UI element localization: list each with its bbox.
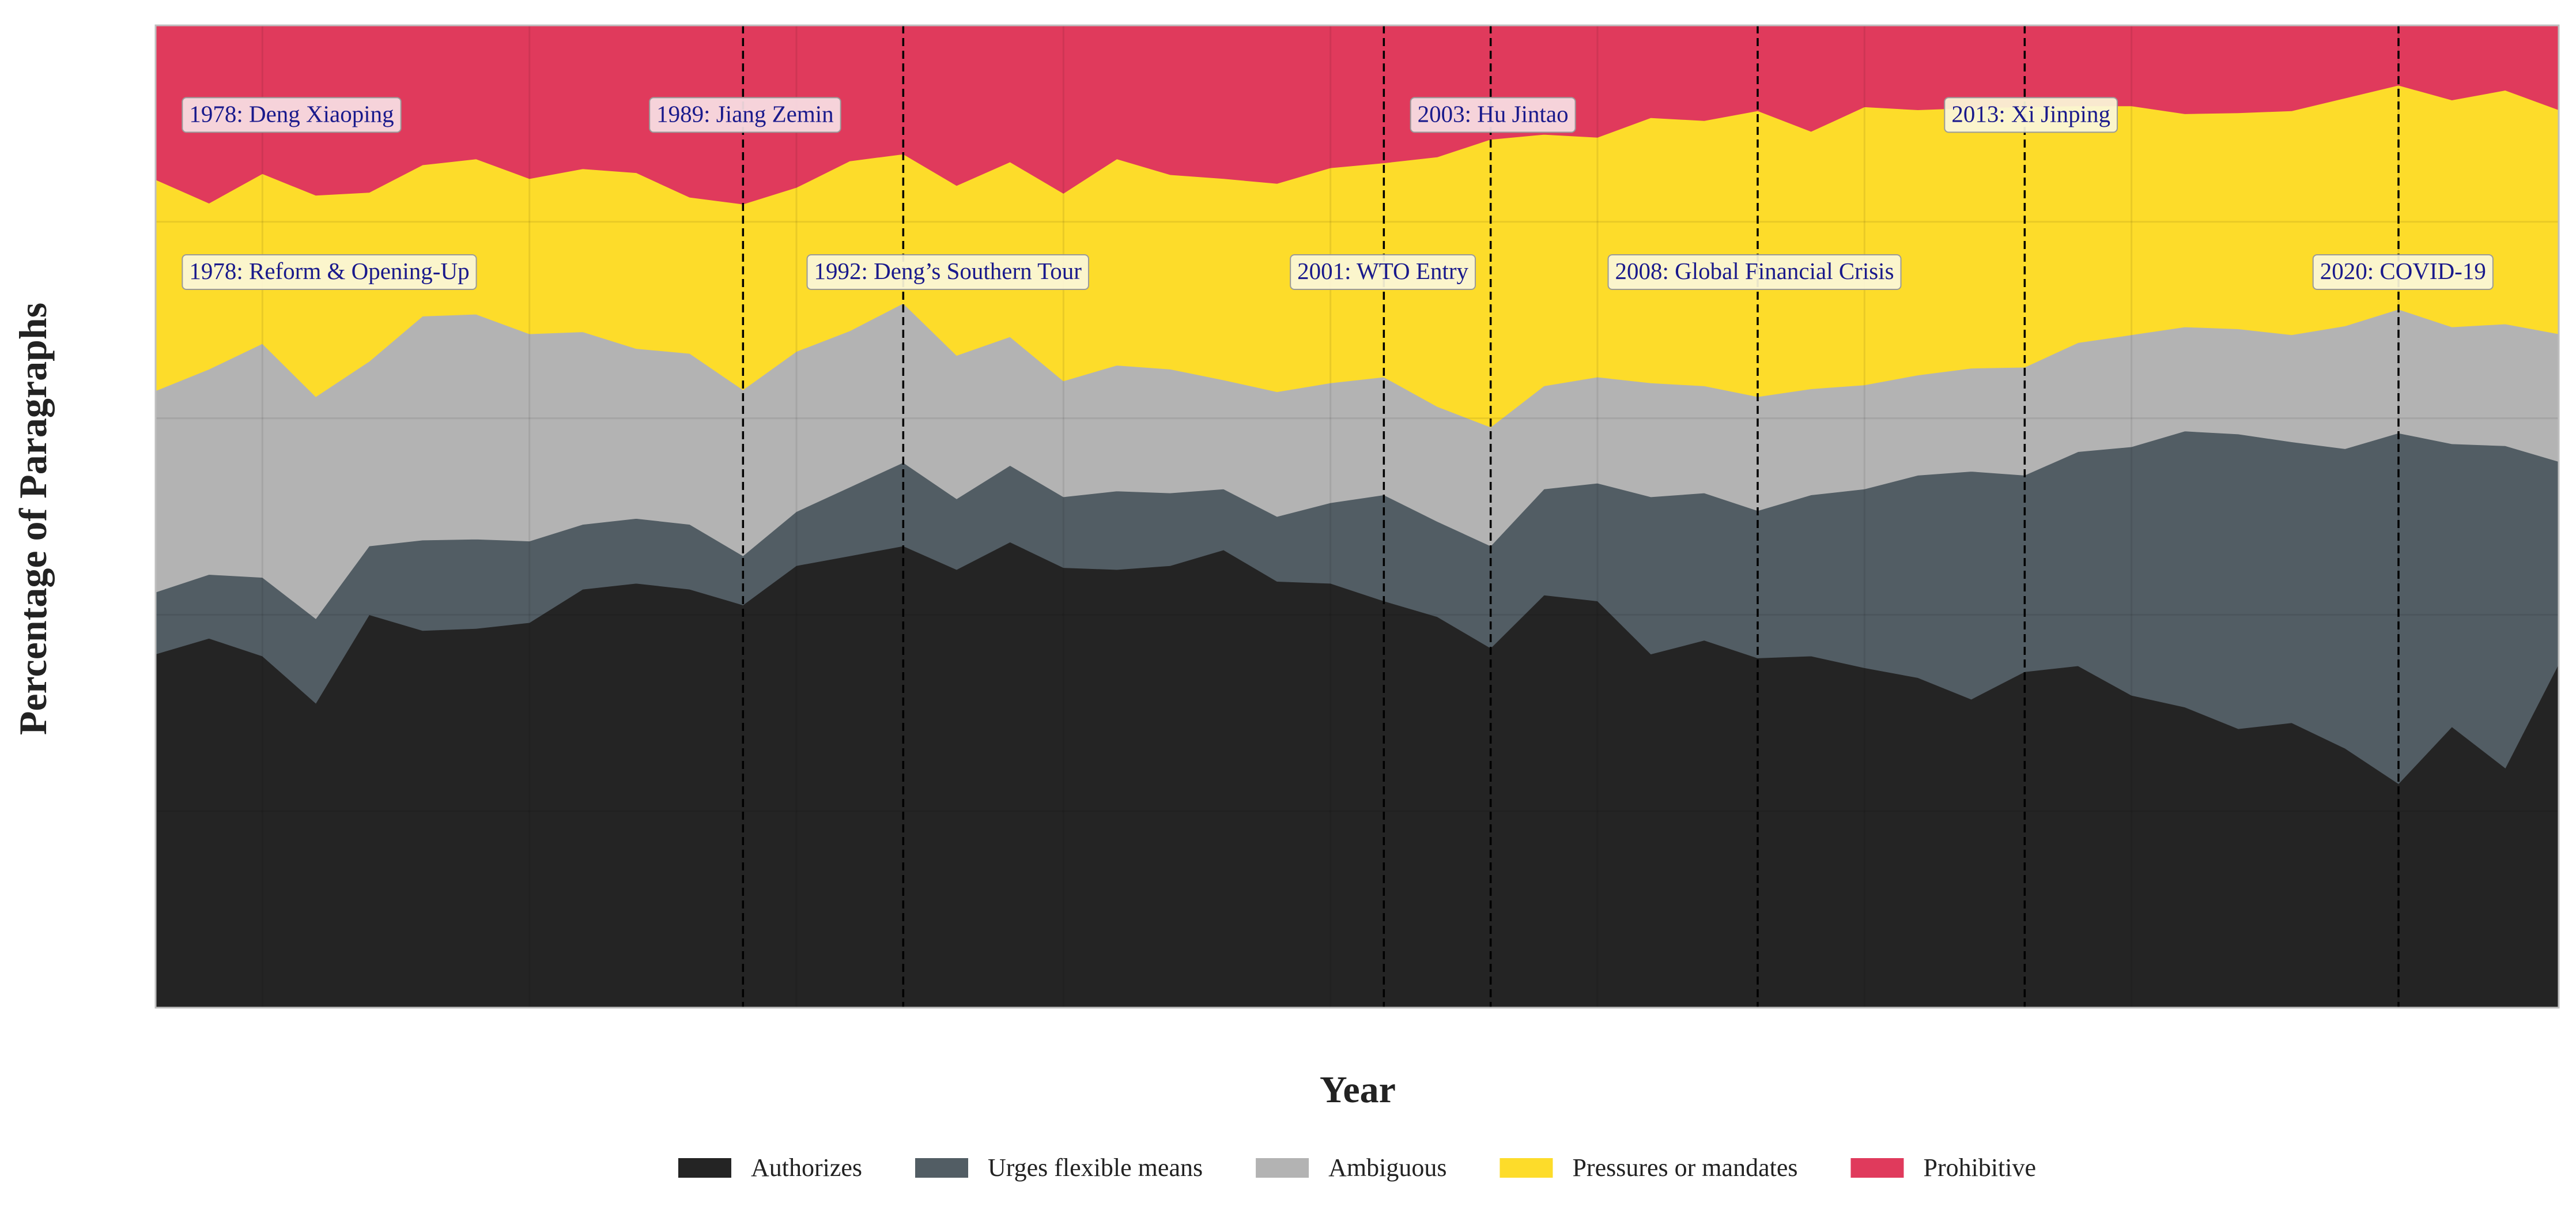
annotation-box: [1607, 254, 1902, 290]
event-annotation: 1992: Deng’s Southern Tour: [806, 254, 1089, 290]
plot-frame: [154, 24, 2560, 1009]
event-annotation: 1978: Reform & Opening-Up: [182, 254, 477, 290]
annotation-label: 2008: Global Financial Crisis: [1615, 258, 1894, 284]
event-annotation: 2008: Global Financial Crisis: [1607, 254, 1902, 290]
y-axis-title: Percentage of Paragraphs: [11, 303, 55, 735]
legend-label: Authorizes: [751, 1154, 862, 1182]
legend-swatch: [1499, 1158, 1553, 1178]
event-annotation: 1978: Deng Xiaoping: [182, 97, 402, 133]
legend-label: Urges flexible means: [988, 1154, 1203, 1182]
legend-swatch: [1256, 1158, 1309, 1178]
event-annotation: 1989: Jiang Zemin: [649, 97, 841, 133]
annotation-box: [1944, 97, 2118, 133]
annotation-box: [1410, 97, 1576, 133]
x-axis-title: Year: [1320, 1069, 1396, 1111]
legend-label: Prohibitive: [1923, 1154, 2036, 1182]
legend: Authorizes Urges flexible means Ambiguous P…: [678, 1154, 2036, 1182]
annotation-box: [182, 254, 477, 290]
annotation-label: 1992: Deng’s Southern Tour: [814, 258, 1082, 284]
event-annotation: 2003: Hu Jintao: [1410, 97, 1576, 133]
legend-label: Ambiguous: [1328, 1154, 1446, 1182]
legend-swatch: [678, 1158, 731, 1178]
annotation-box: [2312, 254, 2494, 290]
legend-swatch: [915, 1158, 969, 1178]
plot-border: [154, 24, 2560, 1009]
annotation-box: [649, 97, 841, 133]
legend-label: Pressures or mandates: [1572, 1154, 1797, 1182]
event-annotation: 2013: Xi Jinping: [1944, 97, 2118, 133]
annotation-label: 1978: Deng Xiaoping: [189, 100, 394, 127]
legend-swatch: [1850, 1158, 1904, 1178]
annotation-box: [1290, 254, 1476, 290]
event-annotations: 1978: Deng Xiaoping 1989: Jiang Zemin 2003…: [182, 97, 2494, 290]
annotation-label: 1989: Jiang Zemin: [656, 100, 833, 127]
annotation-label: 2013: Xi Jinping: [1951, 100, 2110, 127]
annotation-label: 2003: Hu Jintao: [1418, 100, 1569, 127]
annotation-label: 2020: COVID-19: [2320, 258, 2486, 284]
annotation-label: 2001: WTO Entry: [1297, 258, 1468, 284]
event-annotation: 2001: WTO Entry: [1290, 254, 1476, 290]
annotation-label: 1978: Reform & Opening-Up: [189, 258, 469, 284]
annotation-box: [806, 254, 1089, 290]
event-lines: [742, 25, 2400, 1008]
event-annotation: 2020: COVID-19: [2312, 254, 2494, 290]
series-areas: [155, 25, 2559, 1008]
annotation-box: [182, 97, 402, 133]
